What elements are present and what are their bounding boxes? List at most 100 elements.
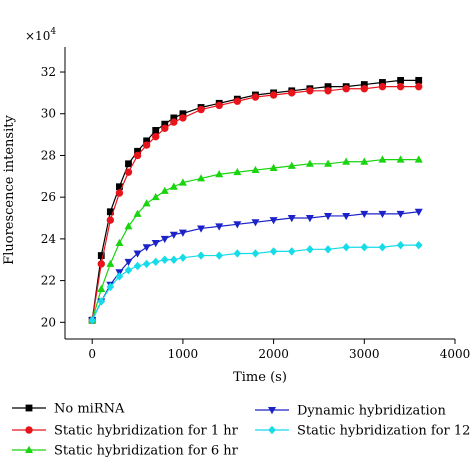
data-point	[179, 253, 187, 262]
data-point	[379, 79, 386, 86]
data-point	[305, 215, 314, 223]
data-point	[178, 229, 187, 237]
data-point	[414, 155, 423, 163]
y-tick-label: 20	[41, 315, 56, 329]
data-point	[233, 97, 242, 105]
y-tick-label: 26	[41, 190, 56, 204]
data-point	[342, 243, 350, 252]
data-point	[106, 282, 115, 292]
data-point	[97, 252, 105, 259]
data-point	[125, 160, 132, 168]
data-point	[415, 82, 423, 91]
legend-item: Static hybridization for 12 hr	[255, 424, 474, 439]
data-point	[396, 82, 405, 91]
data-point	[378, 82, 387, 91]
legend-label: No miRNA	[54, 402, 125, 417]
data-point	[215, 223, 224, 231]
y-tick-label: 32	[41, 65, 56, 79]
data-point	[360, 81, 368, 88]
series-4	[88, 240, 423, 325]
data-point	[251, 219, 260, 227]
series-1	[88, 82, 423, 324]
data-point	[378, 243, 387, 252]
data-point	[133, 151, 142, 160]
data-point	[106, 208, 114, 216]
data-point	[251, 249, 260, 258]
data-point	[169, 231, 178, 239]
y-tick-label: 28	[41, 148, 56, 162]
data-point	[269, 163, 278, 171]
data-point	[306, 245, 314, 254]
data-point	[415, 76, 423, 84]
data-point	[414, 208, 423, 216]
data-point	[151, 132, 160, 141]
data-point	[396, 240, 405, 250]
data-point	[233, 249, 242, 258]
data-point	[397, 76, 404, 84]
data-point	[324, 87, 332, 95]
data-point	[269, 217, 278, 225]
y-tick-label: 30	[41, 107, 56, 121]
data-point	[360, 243, 369, 252]
data-point	[360, 157, 369, 165]
data-point	[215, 251, 223, 260]
legend: No miRNA Static hybridization for 1 hr Sta…	[12, 402, 474, 459]
data-point	[342, 212, 351, 221]
data-point	[178, 178, 187, 186]
data-point	[115, 238, 124, 247]
legend-marker	[25, 404, 33, 412]
data-point	[179, 110, 187, 118]
data-point	[170, 118, 178, 126]
data-point	[124, 258, 133, 267]
data-point	[215, 101, 223, 110]
legend-item: No miRNA	[12, 402, 125, 417]
series-line	[91, 79, 419, 321]
data-point	[115, 272, 124, 281]
plot-area	[64, 47, 455, 340]
data-point	[197, 225, 206, 233]
data-point	[160, 235, 169, 244]
y-axis-multiplier: ×104	[25, 27, 56, 43]
data-point	[324, 245, 332, 254]
data-point	[124, 168, 133, 176]
data-point	[151, 192, 160, 201]
data-point	[88, 316, 97, 325]
data-point	[324, 83, 332, 91]
data-point	[133, 209, 142, 217]
data-point	[342, 157, 351, 165]
data-point	[378, 155, 387, 163]
data-point	[133, 261, 142, 271]
data-point	[288, 89, 296, 97]
data-point	[160, 186, 169, 194]
data-point	[414, 240, 423, 250]
data-point	[287, 247, 296, 256]
data-point	[197, 251, 205, 260]
x-tick-label: 0	[88, 347, 96, 361]
data-point	[251, 165, 260, 174]
data-point	[305, 159, 314, 167]
legend-label: Static hybridization for 6 hr	[54, 444, 239, 459]
series-line	[91, 211, 419, 321]
data-point	[151, 240, 160, 248]
data-point	[215, 170, 224, 178]
data-point	[143, 137, 151, 145]
data-point	[170, 114, 178, 122]
data-point	[287, 161, 296, 169]
x-tick-label: 4000	[440, 347, 471, 361]
legend-marker	[25, 426, 33, 434]
data-point	[97, 297, 106, 306]
data-point	[160, 255, 169, 264]
data-point	[124, 265, 133, 275]
y-tick-label: 24	[41, 232, 57, 246]
legend-label: Dynamic hybridization	[297, 404, 446, 419]
data-point	[197, 105, 205, 114]
y-axis-title: Fluorescence intensity	[2, 115, 17, 265]
legend-label: Static hybridization for 1 hr	[54, 424, 239, 439]
data-point	[269, 247, 278, 256]
data-point	[360, 85, 369, 93]
axis-ticks: 0 1000 2000 3000 4000 20 22 24 26 28 30 32	[41, 65, 471, 361]
series-line	[91, 159, 419, 321]
data-point	[197, 174, 206, 182]
data-point	[106, 216, 115, 224]
legend-item: Static hybridization for 6 hr	[12, 444, 239, 459]
